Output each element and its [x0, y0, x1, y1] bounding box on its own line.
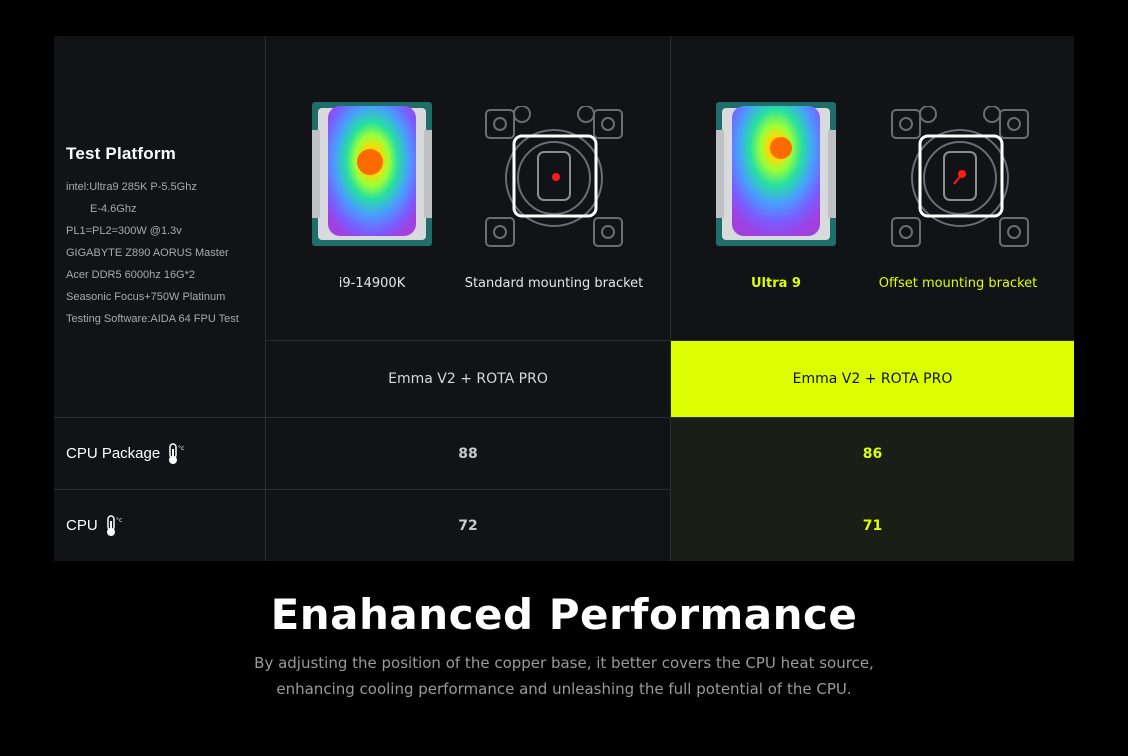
divider — [265, 36, 266, 561]
combo-header-standard: Emma V2 + ROTA PRO — [388, 371, 548, 387]
offset-bracket-image — [891, 106, 1029, 247]
cpu-label-offset: Ultra 9 — [751, 276, 801, 291]
description-line-1: By adjusting the position of the copper … — [254, 654, 874, 672]
cpu-value-standard: 72 — [458, 517, 478, 534]
cpu-package-value-offset: 86 — [862, 445, 883, 462]
comparison-table: Test Platform intel:Ultra9 285K P-5.5Ghz… — [54, 36, 1074, 561]
cpu-label-standard: i9-14900K — [338, 276, 406, 291]
spec-psu: Seasonic Focus+750W Platinum — [66, 291, 226, 303]
divider — [54, 489, 1074, 490]
row-label-cpu-package: CPU Package °c — [66, 418, 184, 489]
svg-text:°c: °c — [178, 445, 184, 452]
divider — [54, 417, 1074, 418]
spec-motherboard: GIGABYTE Z890 AORUS Master — [66, 247, 229, 259]
spec-memory: Acer DDR5 6000hz 16G*2 — [66, 269, 196, 281]
svg-text:°c: °c — [116, 517, 122, 524]
bracket-label-offset: Offset mounting bracket — [878, 276, 1038, 291]
standard-bracket-image — [485, 106, 623, 247]
test-platform-panel: Test Platform intel:Ultra9 285K P-5.5Ghz… — [66, 144, 266, 330]
thermometer-celsius-icon: °c — [169, 442, 184, 464]
cpu-heatmap-offset-image — [716, 102, 836, 246]
cpu-package-value-standard: 88 — [458, 445, 478, 462]
divider — [670, 36, 671, 561]
spec-power: PL1=PL2=300W @1.3v — [66, 225, 182, 237]
description-line-2: enhancing cooling performance and unleas… — [276, 680, 852, 698]
row-label-text: CPU Package — [66, 445, 161, 462]
combo-header-offset: Emma V2 + ROTA PRO — [671, 341, 1074, 417]
cpu-value-offset: 71 — [862, 517, 883, 534]
headline: Enahanced Performance — [270, 590, 858, 639]
thermometer-celsius-icon: °c — [106, 514, 122, 536]
offset-values-background — [671, 418, 1074, 561]
cpu-heatmap-standard-image — [312, 102, 432, 246]
row-label-text: CPU — [66, 517, 98, 534]
divider — [265, 340, 1074, 341]
spec-cpu: intel:Ultra9 285K P-5.5Ghz — [66, 181, 197, 193]
spec-ecore: E-4.6Ghz — [90, 203, 137, 215]
bracket-label-standard: Standard mounting bracket — [464, 276, 644, 291]
row-label-cpu: CPU °c — [66, 490, 122, 561]
spec-software: Testing Software:AIDA 64 FPU Test — [66, 313, 239, 325]
test-platform-title: Test Platform — [66, 144, 176, 163]
